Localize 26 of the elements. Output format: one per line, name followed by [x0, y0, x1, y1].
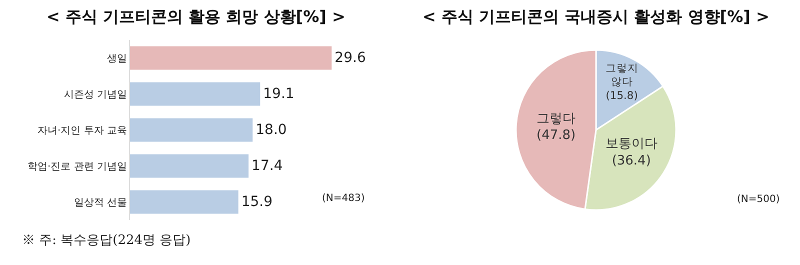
bar [130, 190, 238, 214]
bar [130, 118, 253, 142]
y-tick-label: 자녀·지인 투자 교육 [37, 126, 127, 136]
bar [130, 82, 260, 106]
bar [130, 46, 332, 70]
chart-title: < 주식 기프티콘의 활용 희망 상황[%] > [46, 6, 346, 26]
data-label: 18.0 [256, 122, 287, 138]
annotation: (N=483) [322, 193, 365, 204]
bar [130, 154, 249, 178]
data-label: (15.8) [606, 89, 638, 102]
y-tick-label: 생일 [107, 54, 127, 64]
data-label: 15.9 [241, 194, 272, 210]
data-label: 19.1 [263, 86, 294, 102]
chart-title: < 주식 기프티콘의 국내증시 활성화 영향[%] > [422, 6, 770, 26]
slice-label: 그렇다 [536, 111, 576, 126]
text: (N=500) [737, 194, 780, 205]
y-tick-label: 일상적 선물 [74, 198, 127, 208]
y-tick-label: 학업·진로 관련 기념일 [27, 162, 127, 172]
y-tick-label: 시즌성 기념일 [64, 90, 127, 100]
text: ※ 주: 복수응답(224명 응답) [22, 233, 191, 248]
data-label: (47.8) [536, 128, 576, 144]
slice-label: 그렇지 않다 [605, 61, 638, 88]
slice-label: 보통이다 [605, 136, 658, 152]
data-label: (36.4) [612, 153, 651, 168]
data-label: 17.4 [252, 158, 283, 174]
data-label: 29.6 [334, 50, 366, 66]
